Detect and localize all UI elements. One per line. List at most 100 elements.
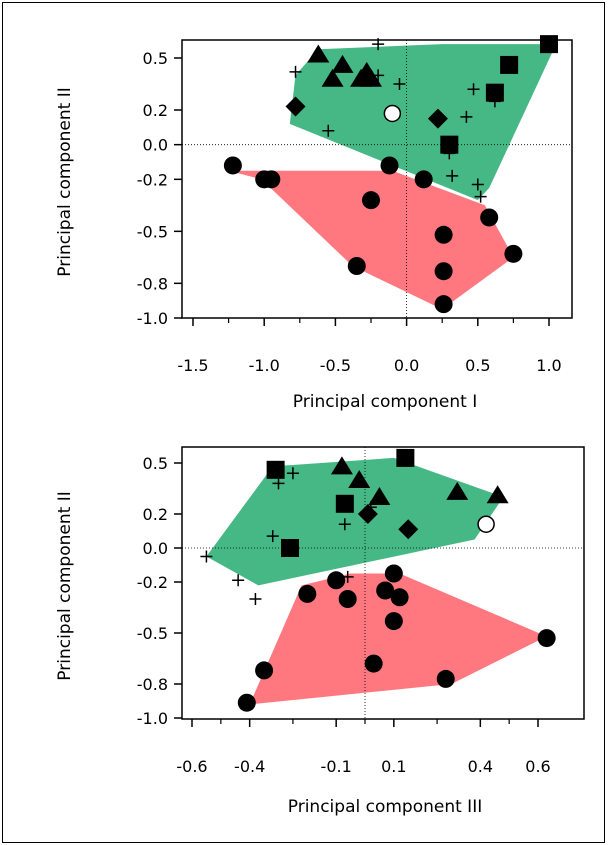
square-point xyxy=(500,55,519,74)
axes-layer: -1.5 -1.0 -0.5 0.0 0.5 1.0 0.5 0.2 0.0 -0.2 -0.5 -0… xyxy=(137,49,562,375)
open-circle-point xyxy=(477,515,495,533)
x-tick-label: -0.5 xyxy=(320,356,351,375)
panel-bottom: -0.6 -0.4 -0.1 0.1 0.4 0.6 0.5 0.2 0.0 -0.2 -0.5 -0… xyxy=(55,446,585,817)
plus-point xyxy=(488,95,501,108)
plus-point xyxy=(372,69,385,82)
plus-point xyxy=(474,190,487,203)
square-point xyxy=(281,539,300,557)
x-tick-label: -1.5 xyxy=(177,356,208,375)
square-point xyxy=(396,448,415,467)
y-tick-label: 0.0 xyxy=(143,136,168,155)
triangle-point xyxy=(368,487,391,505)
y-tick-label: 0.0 xyxy=(143,539,168,558)
x-tick-label: -0.6 xyxy=(176,757,207,776)
group-hull-red xyxy=(249,573,547,705)
circle-point xyxy=(504,244,523,263)
diamond-point xyxy=(398,519,419,540)
plus-point xyxy=(471,178,484,191)
x-tick-label: 1.0 xyxy=(536,356,561,375)
triangle-point xyxy=(348,470,371,488)
plus-point xyxy=(232,574,245,587)
group-hull-green xyxy=(206,457,504,586)
x-tick-label: -1.0 xyxy=(249,356,280,375)
plus-point xyxy=(341,570,354,583)
circle-point xyxy=(414,170,433,189)
circle-point xyxy=(237,693,256,712)
y-tick-label: -0.8 xyxy=(137,274,168,293)
x-tick-label: 0.0 xyxy=(394,356,419,375)
square-point xyxy=(266,460,285,479)
y-tick-label: 0.5 xyxy=(143,49,168,68)
plus-point xyxy=(467,83,480,96)
triangle-point xyxy=(330,456,353,475)
y-tick-label: -0.5 xyxy=(137,624,168,643)
circle-point xyxy=(362,191,380,210)
square-point xyxy=(485,83,504,102)
x-tick-label: 0.4 xyxy=(468,757,493,776)
plus-point xyxy=(364,501,377,514)
y-tick-label: -0.8 xyxy=(137,675,168,694)
y-axis-title: Principal component II xyxy=(55,87,75,276)
y-tick-label: -0.2 xyxy=(137,170,168,189)
x-tick-label: -0.1 xyxy=(321,757,352,776)
y-tick-label: -0.5 xyxy=(137,222,168,241)
circle-point xyxy=(434,295,453,314)
circle-point xyxy=(434,225,453,244)
triangle-point xyxy=(486,485,509,504)
circle-point xyxy=(384,564,403,583)
circle-point xyxy=(338,590,357,608)
plus-point xyxy=(338,518,351,531)
y-tick-label: 0.2 xyxy=(143,101,168,120)
marker-layer xyxy=(223,35,558,314)
square-point xyxy=(335,494,354,513)
square-point xyxy=(540,35,558,54)
axes-layer: -0.6 -0.4 -0.1 0.1 0.4 0.6 0.5 0.2 0.0 -0.2 -0.5 -0… xyxy=(137,454,551,776)
panel-top: -1.5 -1.0 -0.5 0.0 0.5 1.0 0.5 0.2 0.0 -0.2 -0.5 -0… xyxy=(55,35,573,412)
marker-layer xyxy=(200,448,556,712)
circle-point xyxy=(380,156,399,175)
triangle-point xyxy=(307,44,330,63)
y-tick-label: 0.2 xyxy=(143,505,168,524)
plus-point xyxy=(286,467,299,480)
circle-point xyxy=(262,170,281,189)
plus-point xyxy=(446,169,459,182)
plus-point xyxy=(249,593,262,605)
plus-point xyxy=(443,147,456,160)
circle-point xyxy=(364,654,383,673)
plus-point xyxy=(460,110,473,123)
y-tick-label: -1.0 xyxy=(137,709,168,728)
plus-point xyxy=(322,124,335,137)
circle-point xyxy=(327,571,346,590)
reference-lines xyxy=(182,40,572,318)
plus-point xyxy=(200,550,213,563)
square-point xyxy=(440,135,459,154)
circle-point xyxy=(434,262,453,281)
x-tick-label: 0.5 xyxy=(465,356,490,375)
circle-point xyxy=(298,584,317,603)
plus-point xyxy=(266,530,279,543)
diamond-point xyxy=(285,96,306,117)
circle-point xyxy=(347,257,366,275)
circle-point xyxy=(480,208,499,227)
x-tick-label: 0.6 xyxy=(525,757,550,776)
circle-point xyxy=(384,612,403,631)
circle-point xyxy=(255,661,274,680)
triangle-point xyxy=(446,481,469,500)
hull-layer xyxy=(206,457,547,705)
x-tick-label: 0.1 xyxy=(381,757,406,776)
y-tick-label: -1.0 xyxy=(137,309,168,328)
open-circle-point xyxy=(383,104,402,123)
x-tick-label: -0.4 xyxy=(234,757,265,776)
circle-point xyxy=(223,156,242,175)
triangle-point xyxy=(360,68,382,87)
plus-point xyxy=(272,477,285,490)
triangle-point xyxy=(331,54,354,73)
plus-point xyxy=(393,78,406,90)
y-tick-label: -0.2 xyxy=(137,573,168,592)
diamond-point xyxy=(357,504,378,524)
y-tick-label: 0.5 xyxy=(143,454,168,473)
circle-point xyxy=(390,588,409,607)
y-axis-title: Principal component II xyxy=(55,491,75,680)
circle-point xyxy=(376,581,395,600)
